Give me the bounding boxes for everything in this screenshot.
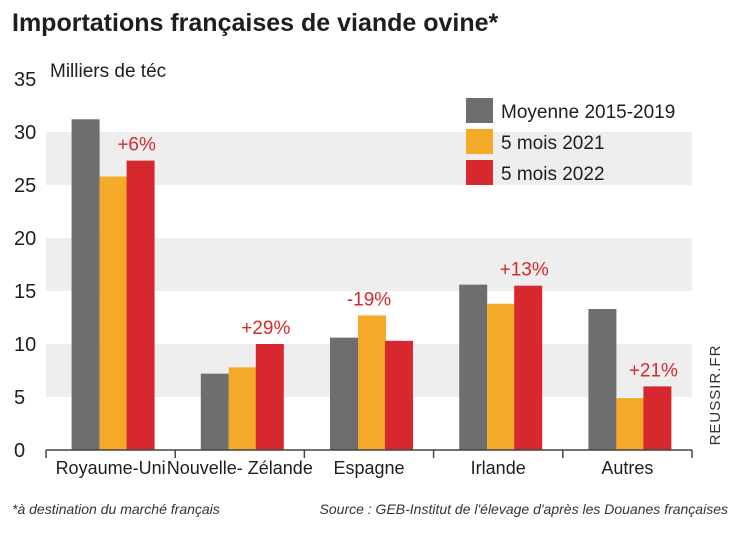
legend-swatch <box>466 129 493 154</box>
credit-watermark: REUSSIR.FR <box>707 345 724 446</box>
change-annotation: -19% <box>347 289 391 310</box>
change-annotation: +29% <box>241 318 290 339</box>
bar <box>459 284 488 450</box>
x-tick-label: Espagne <box>333 458 404 478</box>
chart-title: Importations françaises de viande ovine* <box>12 9 499 37</box>
footnote: *à destination du marché français <box>12 501 220 517</box>
x-tick-label: Irlande <box>471 458 526 478</box>
bar <box>616 398 645 450</box>
legend-swatch <box>466 160 493 185</box>
x-tick-label: Royaume-Uni <box>56 458 166 478</box>
change-annotation: +13% <box>500 260 549 281</box>
bar <box>385 340 413 450</box>
y-tick-label: 25 <box>14 175 36 197</box>
bars <box>71 119 672 450</box>
bar <box>71 119 100 450</box>
bar <box>228 367 257 450</box>
x-tick-label: Autres <box>601 458 653 478</box>
x-ticks: Royaume-Uni Nouvelle- Zélande Espagne Irlan… <box>45 450 693 478</box>
legend-swatch <box>466 98 493 123</box>
bar <box>643 386 672 450</box>
source-note: Source : GEB-Institut de l'élevage d'apr… <box>320 501 728 517</box>
bar <box>588 309 617 450</box>
bar <box>200 373 229 450</box>
legend: Moyenne 2015-2019 5 mois 2021 5 mois 2022 <box>466 98 675 185</box>
bar <box>330 337 358 450</box>
bar <box>255 344 284 450</box>
x-tick-label: Nouvelle- Zélande <box>167 458 313 478</box>
y-tick-label: 35 <box>14 69 36 91</box>
annotations: +6% +29% -19% +13% +21% <box>117 135 678 382</box>
y-ticks: 0 5 10 15 20 25 30 35 <box>14 69 36 462</box>
y-tick-label: 5 <box>14 387 25 409</box>
legend-label: 5 mois 2022 <box>501 164 605 185</box>
y-tick-label: 10 <box>14 334 36 356</box>
change-annotation: +6% <box>117 135 156 156</box>
y-axis-label: Milliers de téc <box>50 61 166 82</box>
legend-label: Moyenne 2015-2019 <box>501 102 675 123</box>
y-tick-label: 0 <box>14 440 25 462</box>
y-tick-label: 30 <box>14 122 36 144</box>
bar <box>514 285 543 450</box>
bar <box>358 315 386 450</box>
bar <box>126 160 155 450</box>
bar <box>487 303 516 450</box>
y-tick-label: 20 <box>14 228 36 250</box>
legend-label: 5 mois 2021 <box>501 133 605 154</box>
change-annotation: +21% <box>629 360 678 381</box>
bar <box>99 176 128 450</box>
y-tick-label: 15 <box>14 281 36 303</box>
